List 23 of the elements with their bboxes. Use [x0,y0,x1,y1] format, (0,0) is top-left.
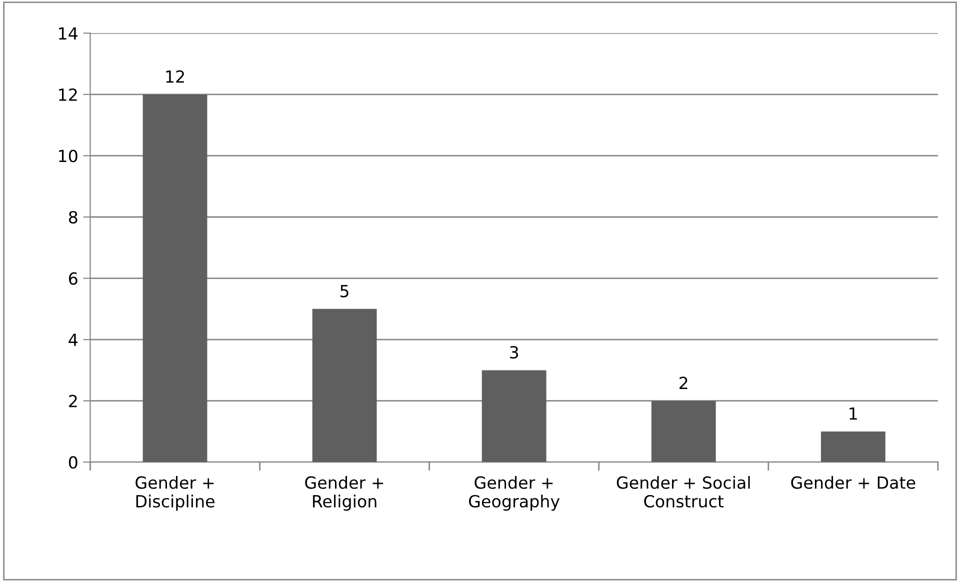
x-tick-label: Gender + Social Construct [616,476,750,508]
bar [312,308,377,462]
bar [820,431,886,462]
y-tick-label: 4 [68,334,78,346]
y-tick-label: 8 [68,210,78,224]
y-tick-label: 12 [59,88,77,101]
data-label: 3 [510,346,518,359]
x-tick-label: Gender + Date [791,476,916,489]
x-tick-label: Gender + Geography [469,476,560,511]
x-tick-label: Gender + Religion [305,476,384,511]
y-tick-label: 2 [69,394,77,408]
y-tick-label: 14 [59,27,78,40]
x-tick-label: Gender + Discipline [136,476,214,511]
data-label: 2 [680,376,688,390]
data-label: 12 [166,70,184,83]
bar [482,370,546,462]
y-tick-label: 10 [59,150,78,162]
data-label: 5 [340,284,348,298]
y-tick-label: 0 [68,456,78,469]
bar [651,400,716,462]
bar [142,94,208,462]
data-label: 1 [850,408,857,420]
y-tick-label: 6 [68,272,78,285]
